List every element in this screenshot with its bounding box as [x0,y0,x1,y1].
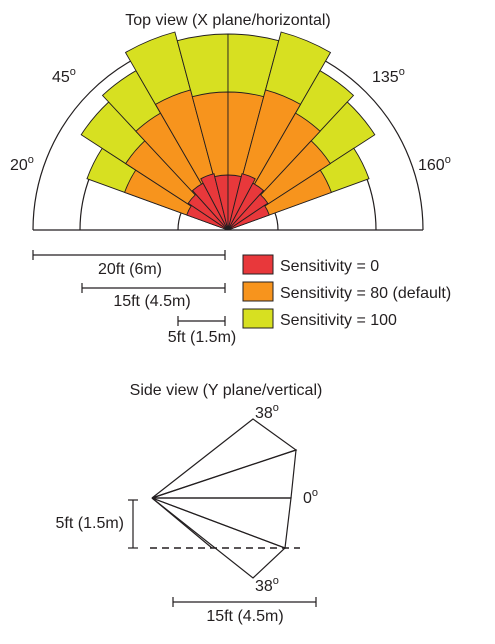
distance-dimension [172,597,317,607]
legend: Sensitivity = 0 Sensitivity = 80 (defaul… [242,254,451,329]
height-dimension [128,499,138,549]
legend-label-sensitivity-80: Sensitivity = 80 (default) [280,285,451,302]
angle-label-45: 45o [52,66,76,86]
scale-bar-5ft [177,316,226,326]
angle-label-160: 160o [418,154,451,174]
red-zone-wedge-4 [200,173,229,231]
angle-label-20: 20o [10,154,34,174]
scale-label-15ft: 15ft (4.5m) [113,293,190,310]
legend-swatch-sensitivity-100 [242,308,274,329]
fan-inner-ray [151,497,213,549]
sensitivity-0-zones [186,173,270,231]
top-view-title: Top view (X plane/horizontal) [125,12,330,29]
side-angle-label-bottom: 38o [255,575,279,595]
scale-bar-20ft [32,250,226,260]
distance-label: 15ft (4.5m) [206,608,283,625]
side-view-title: Side view (Y plane/vertical) [130,382,323,399]
legend-label-sensitivity-0: Sensitivity = 0 [280,258,379,275]
side-view-fan [151,418,298,579]
scale-label-20ft: 20ft (6m) [98,261,162,278]
scale-bar-15ft [81,283,226,293]
fan-upper-mid-zone [151,449,297,499]
red-zone-wedge-9 [227,193,269,231]
legend-label-sensitivity-100: Sensitivity = 100 [280,312,397,329]
height-label: 5ft (1.5m) [56,515,124,532]
fan-upper-zone [151,418,298,499]
red-zone-wedge-7 [227,173,256,231]
red-zone-wedge-10 [227,204,270,231]
legend-swatch-sensitivity-80 [242,281,274,302]
scale-label-5ft: 5ft (1.5m) [168,329,236,346]
red-zone-wedge-8 [227,182,265,231]
angle-label-135: 135o [372,66,405,86]
legend-swatch-sensitivity-0 [242,254,274,275]
side-angle-label-middle: 0o [303,487,318,507]
fan-lower-zone [151,497,287,579]
side-view: Side view (Y plane/vertical) 38o 0o 38o … [56,382,323,625]
top-view: Top view (X plane/horizontal) 20o 45o 13… [10,12,451,346]
side-angle-label-top: 38o [255,402,279,422]
